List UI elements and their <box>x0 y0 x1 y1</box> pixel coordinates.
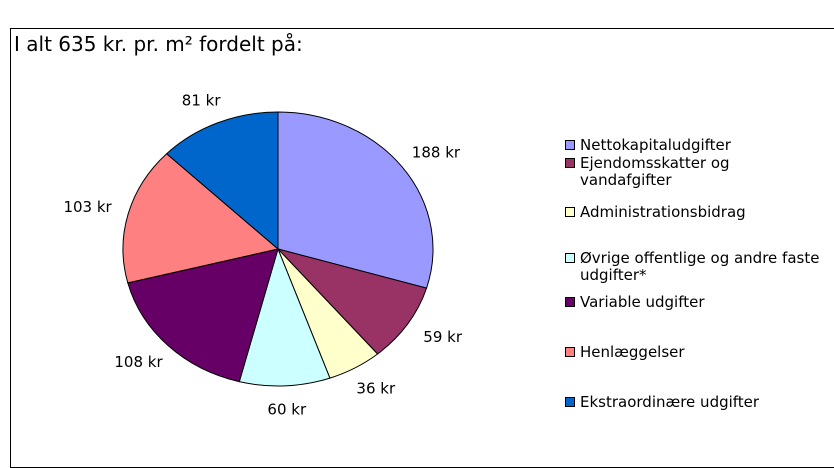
data-label: 36 kr <box>356 379 396 397</box>
pie-slice <box>122 153 280 284</box>
legend-label: Henlæggelser <box>580 343 685 361</box>
pie-slice <box>165 111 279 251</box>
pie-slice <box>276 248 428 355</box>
legend-label: Administrationsbidrag <box>580 203 746 221</box>
data-label: 59 kr <box>423 328 463 346</box>
legend-label: Øvrige offentlige og andre faste udgifte… <box>580 249 820 284</box>
legend-swatch <box>565 158 575 168</box>
legend-label: Ejendomsskatter og vandafgifter <box>580 154 730 189</box>
pie-slice <box>277 111 434 289</box>
data-label: 60 kr <box>267 400 307 418</box>
data-label: 103 kr <box>63 198 112 216</box>
legend-label: Nettokapitaludgifter <box>580 136 731 154</box>
legend-swatch <box>565 207 575 217</box>
legend-swatch <box>565 297 575 307</box>
pie-slice <box>238 247 331 387</box>
legend-swatch <box>565 347 575 357</box>
legend-label: Ekstraordinære udgifter <box>580 393 760 411</box>
legend-label: Variable udgifter <box>580 293 705 311</box>
data-label: 188 kr <box>412 143 461 161</box>
pie-slice <box>127 248 279 383</box>
legend-swatch <box>565 397 575 407</box>
legend-swatch <box>565 140 575 150</box>
legend-swatch <box>565 253 575 263</box>
data-label: 108 kr <box>114 353 163 371</box>
data-label: 81 kr <box>182 91 222 109</box>
chart-title: I alt 635 kr. pr. m² fordelt på: <box>14 32 303 56</box>
